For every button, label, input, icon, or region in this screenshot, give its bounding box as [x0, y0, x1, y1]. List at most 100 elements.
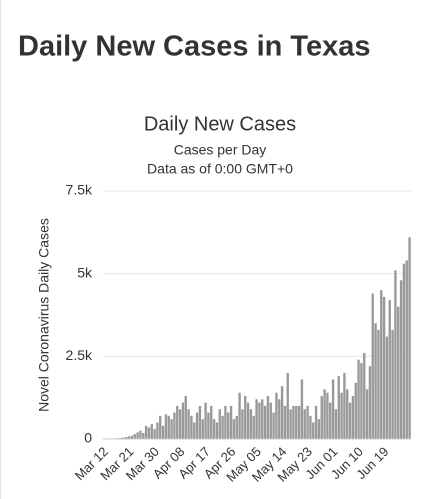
bar: [173, 412, 176, 439]
bar: [246, 402, 250, 439]
bar: [377, 329, 380, 439]
bar: [249, 409, 253, 439]
bar: [280, 386, 284, 439]
bar: [241, 409, 244, 439]
bar: [170, 419, 173, 439]
bar: [142, 433, 145, 439]
bar: [346, 389, 349, 439]
bar: [187, 409, 190, 439]
chart-subtitle: Cases per Day: [174, 142, 267, 158]
bar: [272, 412, 275, 439]
bar: [156, 422, 159, 439]
bar: [235, 415, 238, 439]
bar: [193, 422, 196, 439]
bar: [122, 437, 125, 439]
bar: [244, 396, 247, 439]
bar: [150, 424, 153, 439]
bar: [221, 415, 224, 439]
bar: [238, 392, 241, 439]
bar: [363, 353, 366, 439]
bar: [195, 412, 199, 439]
bar: [125, 437, 128, 439]
bar: [326, 392, 329, 439]
bar: [258, 402, 261, 439]
bar: [181, 402, 185, 439]
bar: [164, 414, 168, 439]
bar: [227, 412, 230, 439]
bar: [263, 405, 267, 439]
bar: [255, 399, 258, 439]
bar: [224, 405, 227, 439]
bar: [295, 405, 298, 439]
bar: [351, 396, 355, 439]
bar: [397, 306, 400, 439]
bar: [343, 372, 346, 439]
bar: [312, 422, 315, 439]
bar: [159, 415, 162, 439]
bar: [252, 415, 255, 439]
bar: [261, 399, 264, 439]
bar: [133, 434, 136, 439]
bar: [144, 425, 148, 439]
bar: [153, 429, 156, 439]
bar: [275, 392, 278, 439]
bar: [329, 402, 332, 439]
bar: [334, 409, 338, 439]
bar: [354, 382, 357, 439]
bar: [405, 260, 408, 439]
bar: [289, 409, 292, 439]
bar: [215, 422, 219, 439]
bar: [139, 430, 142, 439]
bar: [218, 409, 221, 439]
bar: [127, 436, 131, 439]
bar: [357, 359, 360, 439]
y-tick-label: 5k: [77, 264, 93, 280]
page-title: Daily New Cases in Texas: [18, 31, 370, 63]
bar: [385, 336, 389, 439]
bar: [303, 409, 306, 439]
bar: [394, 270, 397, 439]
bar: [337, 376, 340, 439]
bar: [408, 237, 411, 439]
bar: [136, 432, 139, 439]
bar: [161, 425, 165, 439]
bar: [286, 372, 289, 439]
bar: [178, 409, 182, 439]
bar: [368, 366, 372, 439]
bar: [130, 435, 134, 439]
y-tick-label: 0: [84, 430, 92, 446]
bar: [184, 396, 187, 439]
bar: [391, 329, 394, 439]
bar: [309, 415, 312, 439]
bar: [371, 293, 374, 439]
bar: [348, 402, 352, 439]
bar: [167, 415, 170, 439]
bar: [402, 263, 406, 439]
bar: [229, 405, 233, 439]
bar: [399, 280, 403, 439]
y-tick-label: 7.5k: [66, 182, 93, 198]
bar: [212, 419, 216, 439]
bar: [320, 396, 323, 439]
bar: [198, 405, 202, 439]
bar: [269, 402, 272, 439]
bar: [278, 399, 281, 439]
bar: [232, 419, 236, 439]
bar: [190, 415, 193, 439]
bar: [365, 389, 369, 439]
bar: [266, 396, 270, 439]
bar: [204, 402, 207, 439]
bar: [382, 296, 386, 439]
bar: [388, 300, 391, 439]
bar: [292, 405, 295, 439]
bar: [210, 405, 213, 439]
bar: [147, 427, 151, 439]
bar: [340, 392, 343, 439]
bar: [207, 412, 210, 439]
bar: [314, 405, 318, 439]
y-axis-label: Novel Coronavirus Daily Cases: [36, 218, 52, 412]
bar: [374, 323, 377, 439]
bar: [360, 362, 363, 439]
chart-subtitle: Data as of 0:00 GMT+0: [147, 161, 293, 177]
